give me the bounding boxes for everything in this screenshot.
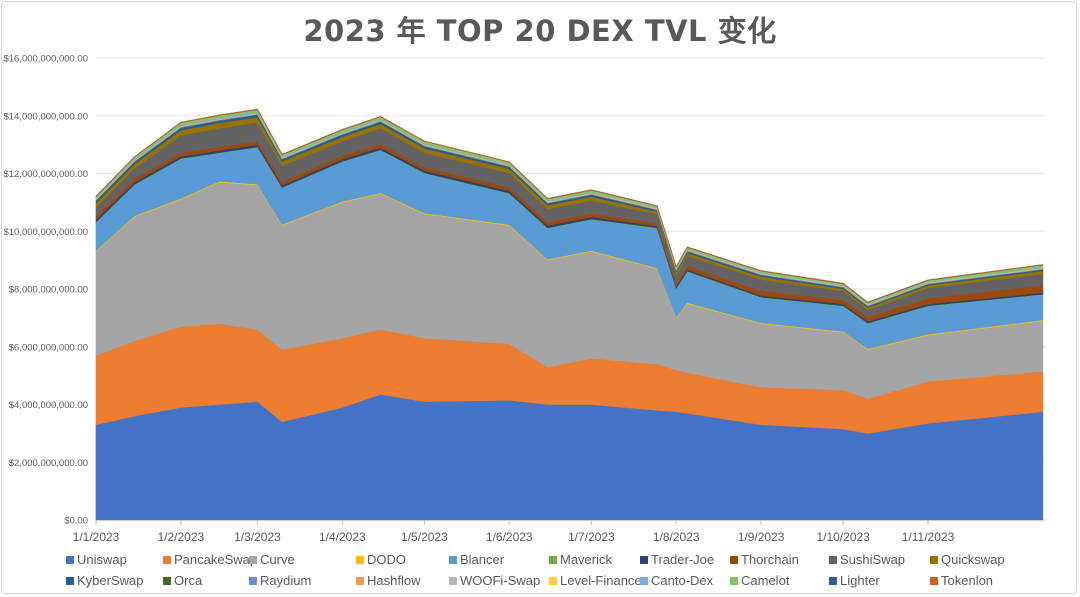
legend-item: Tokenlon [930, 573, 993, 588]
legend-swatch [549, 576, 557, 585]
x-tick-label: 1/1/2023 [73, 530, 120, 544]
legend-label: Quickswap [941, 552, 1005, 567]
area-tokenlon [95, 108, 1044, 303]
legend-swatch [549, 555, 557, 564]
legend-swatch [640, 576, 648, 585]
legend-item: Maverick [549, 552, 612, 567]
legend-swatch [730, 555, 738, 564]
legend-item: Raydium [249, 573, 311, 588]
legend-swatch [829, 576, 837, 585]
legend-swatch [449, 555, 457, 564]
y-tick-label: $8,000,000,000.00 [9, 285, 88, 296]
legend-item: Trader-Joe [640, 552, 714, 567]
legend-item: SushiSwap [829, 552, 905, 567]
x-tick-label: 1/7/2023 [568, 530, 615, 544]
y-tick-label: $4,000,000,000.00 [9, 400, 88, 411]
x-tick-label: 1/3/2023 [234, 530, 281, 544]
legend-item: Lighter [829, 573, 880, 588]
y-tick-label: $16,000,000,000.00 [3, 54, 88, 65]
legend-swatch [163, 555, 171, 564]
legend-label: Tokenlon [941, 573, 994, 588]
legend-swatch [356, 576, 364, 585]
legend-label: Maverick [560, 552, 613, 567]
legend-swatch [249, 555, 257, 564]
legend-item: Level-Finance [549, 573, 642, 588]
legend-swatch [449, 576, 457, 585]
x-tick-label: 1/2/2023 [157, 530, 204, 544]
legend-swatch [163, 576, 171, 585]
legend-item: Quickswap [930, 552, 1005, 567]
y-tick-label: $6,000,000,000.00 [9, 342, 88, 353]
legend-item: KyberSwap [66, 573, 143, 588]
x-tick-label: 1/9/2023 [738, 530, 785, 544]
legend-swatch [356, 555, 364, 564]
legend-item: Uniswap [66, 552, 127, 567]
x-tick-label: 1/6/2023 [486, 530, 533, 544]
legend-label: Trader-Joe [651, 552, 715, 567]
legend-swatch [930, 555, 938, 564]
legend-label: DODO [367, 552, 406, 567]
legend-item: Curve [249, 552, 295, 567]
chart-title: 2023 年 TOP 20 DEX TVL 变化 [303, 14, 777, 48]
legend-label: Raydium [260, 573, 312, 588]
y-tick-label: $10,000,000,000.00 [3, 227, 88, 238]
legend-swatch [930, 576, 938, 585]
legend-label: SushiSwap [840, 552, 906, 567]
legend-item: Camelot [730, 573, 789, 588]
legend-swatch [730, 576, 738, 585]
x-tick-label: 1/8/2023 [653, 530, 700, 544]
legend-item: Thorchain [730, 552, 799, 567]
legend-swatch [829, 555, 837, 564]
x-tick-label: 1/11/2023 [902, 530, 955, 544]
legend-item: PancakeSwap [163, 552, 257, 567]
legend-item: Canto-Dex [640, 573, 713, 588]
legend-swatch [66, 555, 74, 564]
legend-swatch [640, 555, 648, 564]
legend-item: Blancer [449, 552, 504, 567]
legend-label: Thorchain [741, 552, 799, 567]
legend-swatch [66, 576, 74, 585]
y-tick-label: $12,000,000,000.00 [3, 169, 88, 180]
legend-item: Orca [163, 573, 202, 588]
legend-label: Orca [174, 573, 203, 588]
y-tick-label: $0.00 [64, 516, 88, 527]
y-tick-label: $14,000,000,000.00 [3, 111, 88, 122]
legend-swatch [249, 576, 257, 585]
legend-item: WOOFi-Swap [449, 573, 540, 588]
legend-label: Uniswap [77, 552, 127, 567]
x-tick-label: 1/4/2023 [319, 530, 366, 544]
legend-label: KyberSwap [77, 573, 144, 588]
legend-label: Canto-Dex [651, 573, 714, 588]
legend-label: WOOFi-Swap [460, 573, 541, 588]
y-tick-label: $2,000,000,000.00 [9, 458, 88, 469]
legend-label: Level-Finance [560, 573, 642, 588]
legend-item: Hashflow [356, 573, 420, 588]
legend-label: Curve [260, 552, 295, 567]
legend-label: Lighter [840, 573, 880, 588]
legend-label: PancakeSwap [174, 552, 258, 567]
x-tick-label: 1/5/2023 [401, 530, 448, 544]
legend-label: Hashflow [367, 573, 421, 588]
legend-label: Blancer [460, 552, 505, 567]
x-tick-label: 1/10/2023 [816, 530, 870, 544]
legend-item: DODO [356, 552, 406, 567]
legend-label: Camelot [741, 573, 790, 588]
